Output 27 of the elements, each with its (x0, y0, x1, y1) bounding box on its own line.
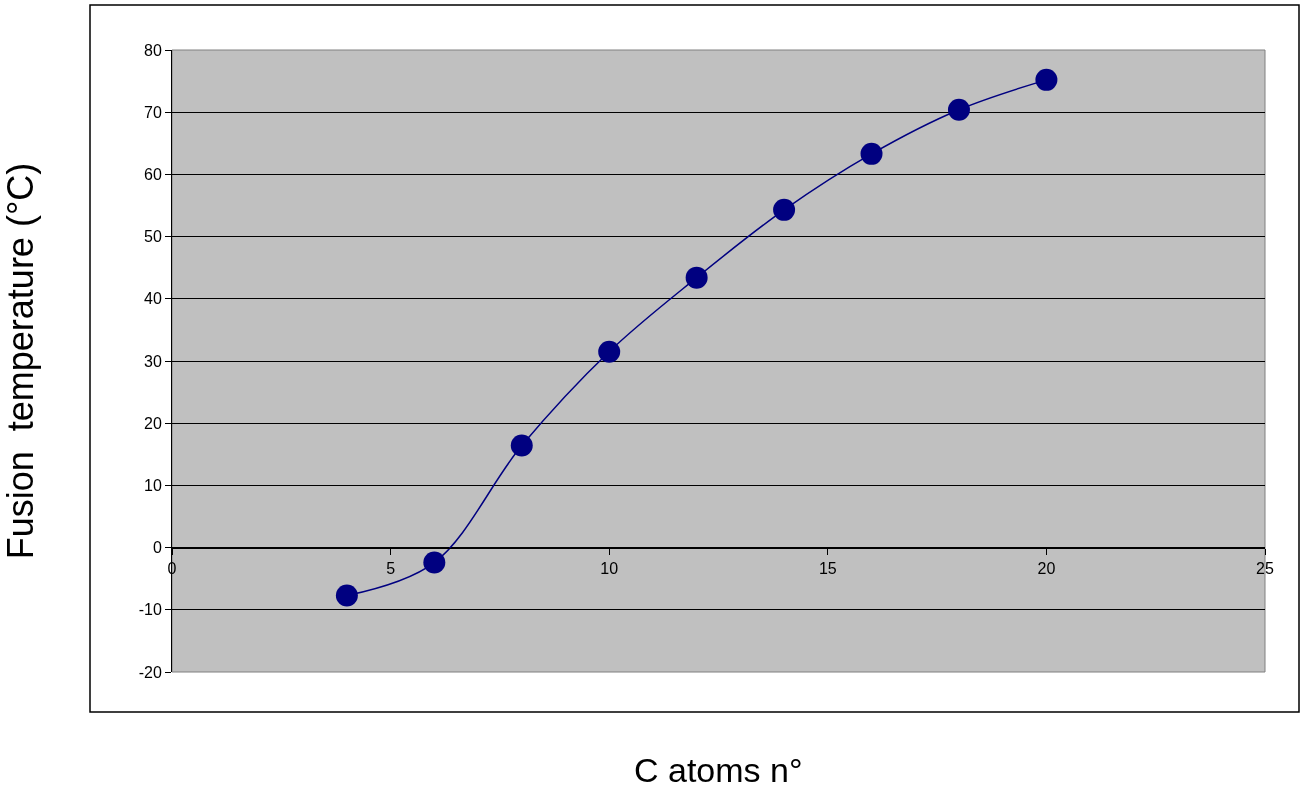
point (423, 551, 446, 574)
y-tick-label: 70 (144, 103, 162, 121)
y-tick-label: -10 (138, 601, 162, 619)
point (1035, 68, 1058, 91)
point (510, 434, 533, 457)
x-tick-label: 25 (1256, 559, 1274, 577)
x-axis-title: C atoms n° (634, 751, 803, 789)
y-tick-label: 50 (144, 228, 162, 246)
point (773, 198, 796, 221)
x-tick-label: 5 (386, 559, 396, 577)
y-tick-label: 10 (144, 477, 162, 494)
y-tick-label: 20 (144, 414, 162, 432)
x-tick-label: 15 (818, 559, 837, 577)
point (685, 266, 708, 289)
point (335, 584, 358, 607)
y-tick-label: -20 (138, 663, 162, 681)
y-tick-label: 40 (144, 290, 162, 308)
y-axis-title: Fusion temperature (°C) (0, 162, 41, 560)
y-tick-label: 30 (144, 352, 162, 370)
y-tick-label: 80 (144, 41, 162, 59)
y-tick-label: 0 (152, 539, 162, 557)
x-tick-label: 20 (1037, 559, 1056, 577)
x-tick-label: 10 (600, 559, 619, 577)
y-tick-label: 60 (144, 166, 162, 183)
point (947, 98, 970, 121)
point (598, 340, 621, 363)
point (860, 142, 883, 165)
